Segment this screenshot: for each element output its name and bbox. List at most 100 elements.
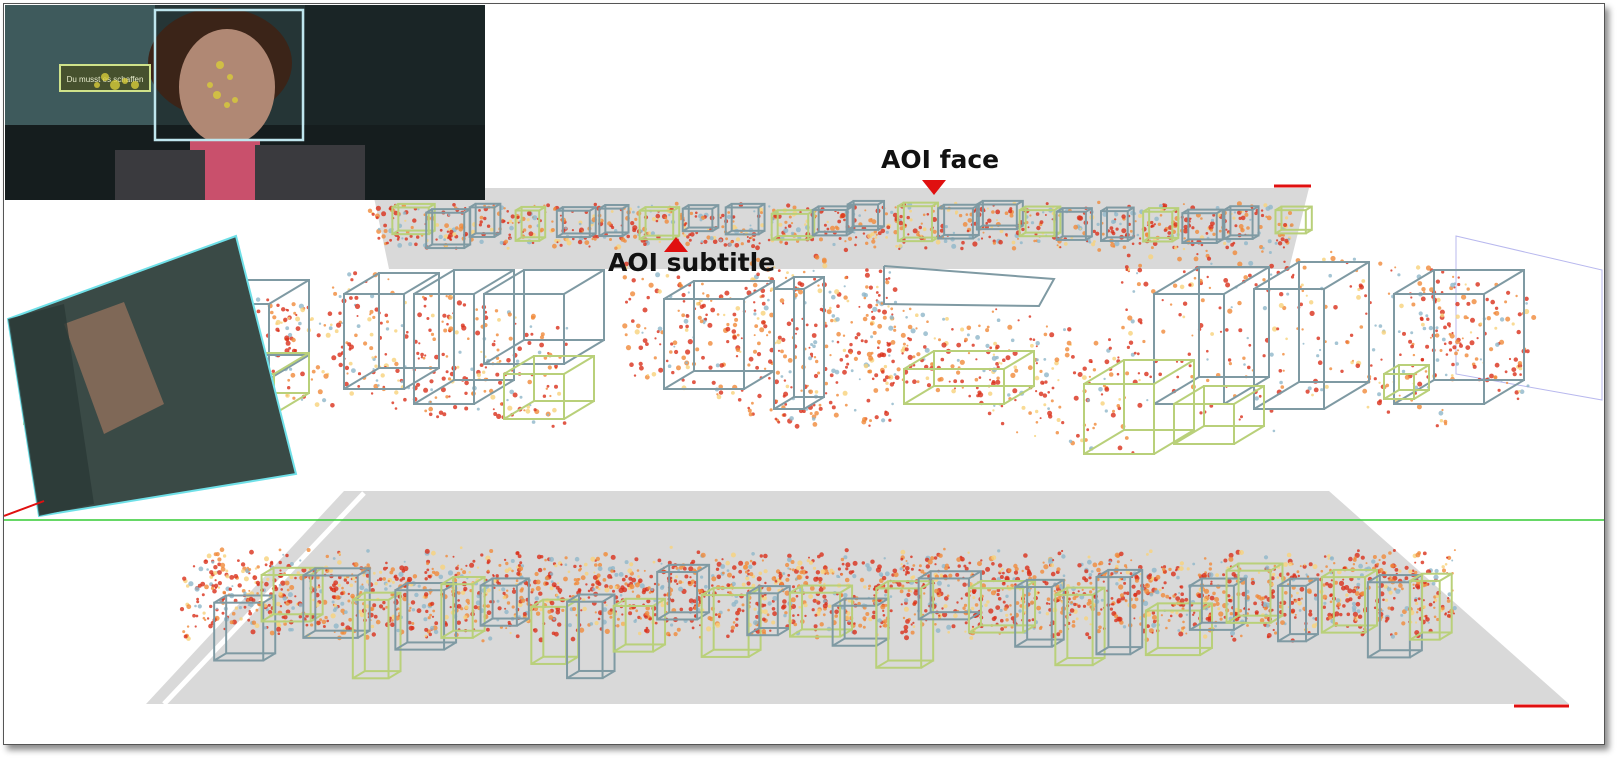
gaze-point bbox=[950, 364, 955, 369]
gaze-point bbox=[424, 571, 428, 574]
gaze-point bbox=[186, 625, 190, 628]
gaze-point bbox=[554, 364, 558, 369]
gaze-point bbox=[800, 570, 804, 573]
gaze-point bbox=[1464, 353, 1469, 358]
gaze-point bbox=[1455, 314, 1460, 319]
gaze-point bbox=[1158, 588, 1162, 592]
gaze-point bbox=[635, 609, 639, 613]
gaze-point bbox=[1197, 573, 1201, 577]
gaze-point bbox=[1296, 591, 1299, 595]
gaze-point bbox=[813, 624, 818, 629]
gaze-point bbox=[832, 242, 836, 247]
gaze-point bbox=[1378, 261, 1383, 266]
gaze-point bbox=[872, 330, 877, 335]
gaze-point bbox=[844, 403, 848, 407]
gaze-point bbox=[1072, 620, 1076, 624]
gaze-point bbox=[1263, 555, 1269, 560]
gaze-point bbox=[683, 234, 687, 237]
gaze-point bbox=[338, 311, 342, 315]
gaze-point bbox=[377, 236, 381, 240]
gaze-point bbox=[1229, 612, 1234, 616]
gaze-point bbox=[1009, 613, 1013, 616]
gaze-point bbox=[1200, 217, 1203, 220]
gaze-point bbox=[845, 365, 848, 369]
gaze-point bbox=[390, 622, 395, 627]
gaze-point bbox=[1110, 597, 1114, 600]
gaze-point bbox=[871, 377, 875, 381]
gaze-point bbox=[893, 230, 898, 235]
gaze-point bbox=[918, 225, 922, 230]
gaze-point bbox=[1124, 265, 1129, 269]
gaze-point bbox=[874, 373, 879, 378]
gaze-point bbox=[240, 562, 246, 567]
gaze-point bbox=[716, 393, 719, 396]
gaze-point bbox=[1087, 635, 1092, 640]
gaze-point bbox=[717, 600, 721, 603]
gaze-point bbox=[424, 634, 428, 638]
gaze-point bbox=[493, 586, 496, 590]
gaze-point bbox=[684, 574, 689, 579]
gaze-point bbox=[545, 575, 550, 581]
gaze-point bbox=[284, 335, 290, 341]
gaze-point bbox=[539, 227, 545, 232]
gaze-point bbox=[991, 555, 997, 561]
gaze-point bbox=[1063, 328, 1066, 332]
gaze-point bbox=[395, 368, 400, 373]
gaze-point bbox=[373, 614, 378, 619]
gaze-point bbox=[486, 627, 490, 632]
gaze-point bbox=[438, 574, 444, 580]
gaze-point bbox=[403, 560, 406, 563]
gaze-point bbox=[1463, 315, 1468, 320]
gaze-point bbox=[197, 583, 202, 588]
gaze-point bbox=[565, 237, 570, 242]
space-time-cube-view[interactable] bbox=[4, 4, 1604, 744]
gaze-point bbox=[750, 236, 753, 239]
gaze-point bbox=[428, 406, 434, 412]
gaze-point bbox=[725, 326, 731, 332]
gaze-point bbox=[650, 587, 654, 592]
gaze-point bbox=[1277, 222, 1281, 227]
gaze-point bbox=[1027, 226, 1030, 229]
gaze-point bbox=[1109, 226, 1114, 231]
gaze-point bbox=[381, 234, 386, 239]
gaze-point bbox=[1133, 617, 1136, 620]
gaze-point bbox=[1205, 249, 1208, 253]
gaze-point bbox=[790, 597, 796, 603]
gaze-point bbox=[813, 340, 818, 345]
gaze-point bbox=[343, 610, 348, 614]
gaze-point bbox=[1176, 575, 1180, 580]
gaze-point bbox=[902, 342, 906, 346]
gaze-point bbox=[436, 415, 440, 419]
gaze-point bbox=[204, 559, 207, 562]
gaze-point bbox=[740, 337, 743, 340]
gaze-point bbox=[1108, 562, 1111, 566]
gaze-point bbox=[1192, 613, 1195, 616]
gaze-point bbox=[850, 321, 853, 324]
gaze-point bbox=[1424, 370, 1428, 373]
gaze-point bbox=[323, 324, 327, 327]
gaze-point bbox=[1162, 565, 1167, 569]
gaze-point bbox=[1348, 556, 1353, 562]
gaze-point bbox=[470, 367, 474, 371]
gaze-point bbox=[209, 604, 213, 609]
gaze-point bbox=[1170, 571, 1176, 577]
gaze-point bbox=[1193, 256, 1199, 262]
gaze-point bbox=[1116, 404, 1121, 408]
gaze-point bbox=[527, 379, 532, 385]
gaze-point bbox=[1089, 623, 1092, 626]
gaze-point bbox=[254, 623, 260, 629]
gaze-point bbox=[1397, 273, 1401, 277]
gaze-point bbox=[1238, 224, 1244, 229]
gaze-point bbox=[217, 570, 222, 575]
gaze-point bbox=[1048, 557, 1053, 562]
gaze-point bbox=[677, 309, 680, 312]
gaze-point bbox=[650, 231, 656, 236]
gaze-point bbox=[1081, 588, 1084, 592]
gaze-point bbox=[913, 600, 918, 605]
gaze-point bbox=[508, 219, 513, 224]
gaze-point bbox=[1086, 398, 1091, 402]
gaze-point bbox=[933, 337, 936, 340]
gaze-point bbox=[579, 564, 582, 568]
gaze-point bbox=[876, 285, 879, 289]
gaze-point bbox=[823, 223, 827, 227]
